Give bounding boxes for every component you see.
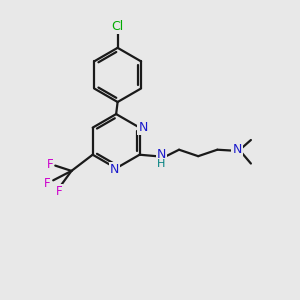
Text: F: F (44, 177, 51, 190)
Text: H: H (157, 158, 166, 169)
Text: N: N (157, 148, 166, 161)
Text: Cl: Cl (112, 20, 124, 32)
Text: F: F (56, 185, 62, 198)
Text: F: F (47, 158, 53, 171)
Text: N: N (138, 121, 148, 134)
Text: N: N (110, 163, 119, 176)
Text: N: N (232, 143, 242, 156)
